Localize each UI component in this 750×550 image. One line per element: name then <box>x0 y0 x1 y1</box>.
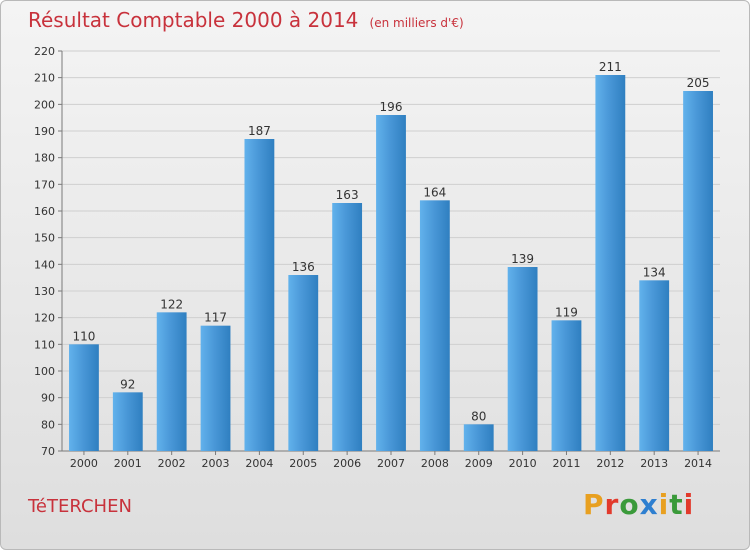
x-tick-label-2002: 2002 <box>158 457 186 470</box>
title-text: Résultat Comptable 2000 à 2014 <box>28 8 359 32</box>
bar-2011 <box>551 320 582 451</box>
data-label-2006: 163 <box>336 188 359 202</box>
x-tick-label-2005: 2005 <box>289 457 317 470</box>
data-label-2005: 136 <box>292 260 315 274</box>
data-label-2011: 119 <box>555 305 578 319</box>
logo-letter: o <box>619 488 640 521</box>
bar-2002 <box>156 312 187 451</box>
x-tick-label-2004: 2004 <box>245 457 273 470</box>
x-tick-label-2001: 2001 <box>114 457 142 470</box>
x-tick-label-2014: 2014 <box>684 457 712 470</box>
x-tick-label-2006: 2006 <box>333 457 361 470</box>
data-label-2004: 187 <box>248 124 271 138</box>
x-tick-label-2003: 2003 <box>202 457 230 470</box>
logo-letter: P <box>583 488 605 521</box>
y-tick-label: 90 <box>41 392 55 405</box>
logo-letter: x <box>639 488 659 521</box>
bar-2000 <box>69 344 99 451</box>
logo-letter: i <box>683 488 695 521</box>
y-tick-label: 150 <box>34 232 55 245</box>
x-tick-label-2010: 2010 <box>509 457 537 470</box>
data-label-2002: 122 <box>160 297 183 311</box>
x-tick-label-2013: 2013 <box>640 457 668 470</box>
bar-2007 <box>376 115 406 451</box>
x-tick-label-2009: 2009 <box>465 457 493 470</box>
y-tick-label: 70 <box>41 445 55 458</box>
bar-2005 <box>288 275 319 451</box>
bar-2012 <box>595 75 626 451</box>
data-label-2008: 164 <box>423 185 446 199</box>
y-tick-label: 100 <box>34 365 55 378</box>
bar-2009 <box>463 424 494 451</box>
data-label-2010: 139 <box>511 252 534 266</box>
y-tick-label: 190 <box>34 125 55 138</box>
bars <box>69 75 713 451</box>
commune-name: TéTERCHEN <box>28 496 132 517</box>
proxiti-logo: Proxiti <box>583 488 694 521</box>
data-label-2014: 205 <box>687 76 710 90</box>
y-tick-label: 180 <box>34 152 55 165</box>
x-tick-label-2000: 2000 <box>70 457 98 470</box>
data-label-2013: 134 <box>643 265 666 279</box>
bar-2003 <box>200 325 231 451</box>
labels: 7080901001101201301401501601701801902002… <box>34 45 712 470</box>
bar-2014 <box>683 91 713 451</box>
bar-2001 <box>112 392 143 451</box>
bar-2004 <box>244 139 275 451</box>
y-tick-label: 210 <box>34 72 55 85</box>
bar-2006 <box>332 203 363 451</box>
data-label-2012: 211 <box>599 60 622 74</box>
y-tick-label: 220 <box>34 45 55 58</box>
y-tick-label: 170 <box>34 178 55 191</box>
y-tick-label: 110 <box>34 338 55 351</box>
x-tick-label-2007: 2007 <box>377 457 405 470</box>
bar-2008 <box>419 200 450 451</box>
data-label-2007: 196 <box>380 100 403 114</box>
y-tick-label: 140 <box>34 258 55 271</box>
x-tick-label-2008: 2008 <box>421 457 449 470</box>
logo-letter: i <box>658 488 670 521</box>
data-label-2000: 110 <box>72 329 95 343</box>
y-tick-label: 160 <box>34 205 55 218</box>
data-label-2001: 92 <box>120 377 135 391</box>
logo-letter: t <box>669 488 684 521</box>
logo-letter: r <box>604 488 620 521</box>
data-label-2003: 117 <box>204 311 227 325</box>
bar-2010 <box>507 267 538 451</box>
chart-title: Résultat Comptable 2000 à 2014 (en milli… <box>28 8 464 32</box>
y-tick-label: 80 <box>41 418 55 431</box>
title-unit: (en milliers d'€) <box>369 16 464 30</box>
x-tick-label-2011: 2011 <box>552 457 580 470</box>
y-tick-label: 130 <box>34 285 55 298</box>
data-label-2009: 80 <box>471 409 486 423</box>
y-tick-label: 120 <box>34 312 55 325</box>
y-tick-label: 200 <box>34 98 55 111</box>
bar-2013 <box>639 280 670 451</box>
x-tick-label-2012: 2012 <box>596 457 624 470</box>
